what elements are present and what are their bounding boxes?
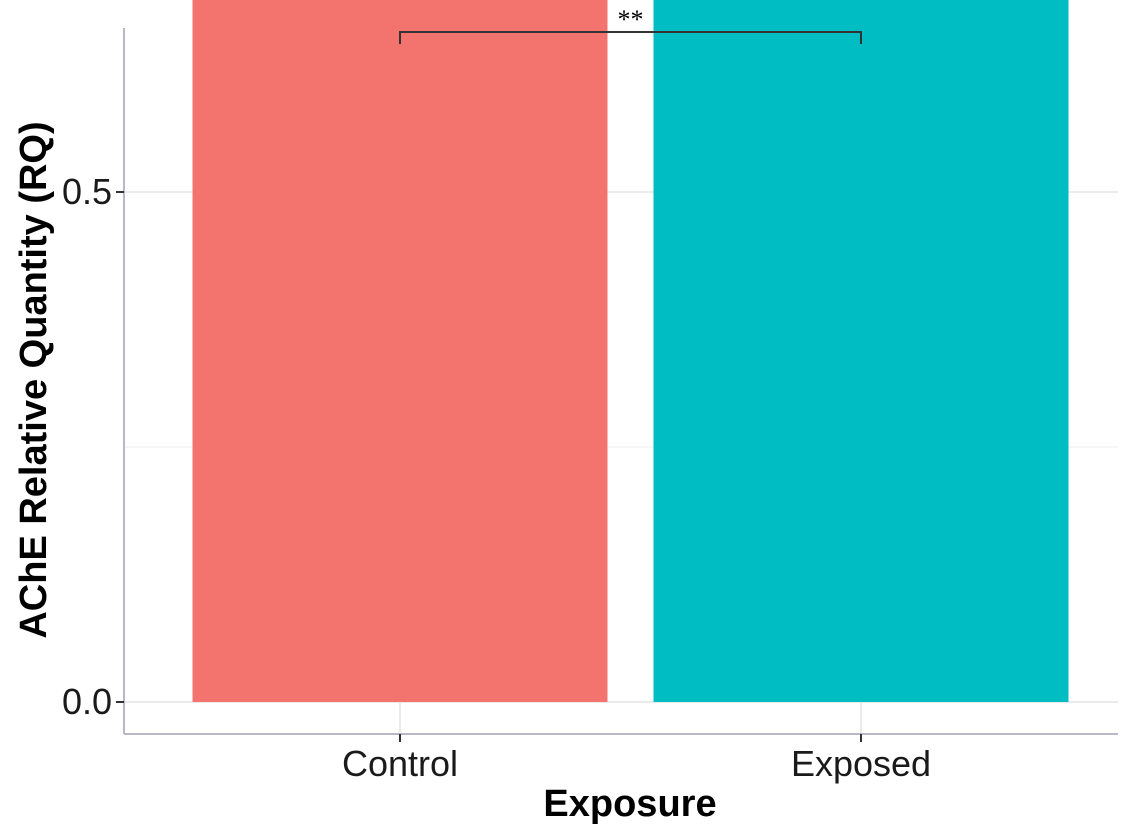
x-axis-title: Exposure — [543, 783, 716, 824]
y-tick-label: 0.0 — [62, 681, 112, 722]
x-tick-label: Exposed — [791, 743, 931, 784]
significance-bracket: ** — [399, 5, 862, 44]
significance-bracket-line — [399, 31, 862, 44]
y-axis-title: AChE Relative Quantity (RQ) — [13, 121, 55, 638]
y-tick-label: 0.5 — [62, 171, 112, 212]
significance-label: ** — [618, 5, 644, 34]
bars — [192, 0, 1069, 703]
bar-control — [192, 0, 608, 703]
axes: 0.00.51.0ControlExposed — [62, 28, 1118, 784]
x-tick-label: Control — [342, 743, 458, 784]
axis-labels: Exposure AChE Relative Quantity (RQ) — [13, 121, 717, 824]
bar-exposed — [653, 0, 1069, 702]
